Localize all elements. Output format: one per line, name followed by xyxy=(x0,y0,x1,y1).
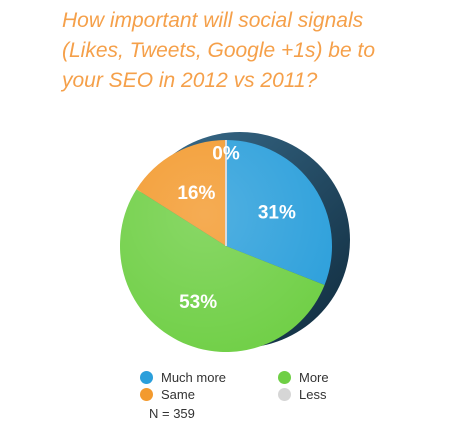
legend-label-less: Less xyxy=(299,387,327,402)
title-line-1: How important will social signals xyxy=(62,9,364,32)
sample-size: N = 359 xyxy=(149,406,195,421)
legend-swatch-same xyxy=(140,388,153,401)
pie-shine xyxy=(120,140,332,352)
legend-item-same: Same xyxy=(140,387,195,402)
legend-swatch-more xyxy=(278,371,291,384)
pie-label-much-more: 31% xyxy=(258,202,296,223)
legend-swatch-less xyxy=(278,388,291,401)
legend-swatch-much-more xyxy=(140,371,153,384)
legend-label-more: More xyxy=(299,370,329,385)
pie-label-more: 53% xyxy=(179,292,217,313)
title-line-3: your SEO in 2012 vs 2011? xyxy=(62,69,318,92)
legend-label-same: Same xyxy=(161,387,195,402)
pie-label-less: 0% xyxy=(212,144,240,165)
chart-title: How important will social signals (Likes… xyxy=(62,6,442,96)
legend-label-much-more: Much more xyxy=(161,370,227,385)
legend-item-much-more: Much more xyxy=(140,370,226,385)
title-line-2: (Likes, Tweets, Google +1s) be to xyxy=(62,39,376,62)
pie-label-same: 16% xyxy=(177,183,215,204)
legend-item-more: More xyxy=(278,370,329,385)
legend-item-less: Less xyxy=(278,387,326,402)
